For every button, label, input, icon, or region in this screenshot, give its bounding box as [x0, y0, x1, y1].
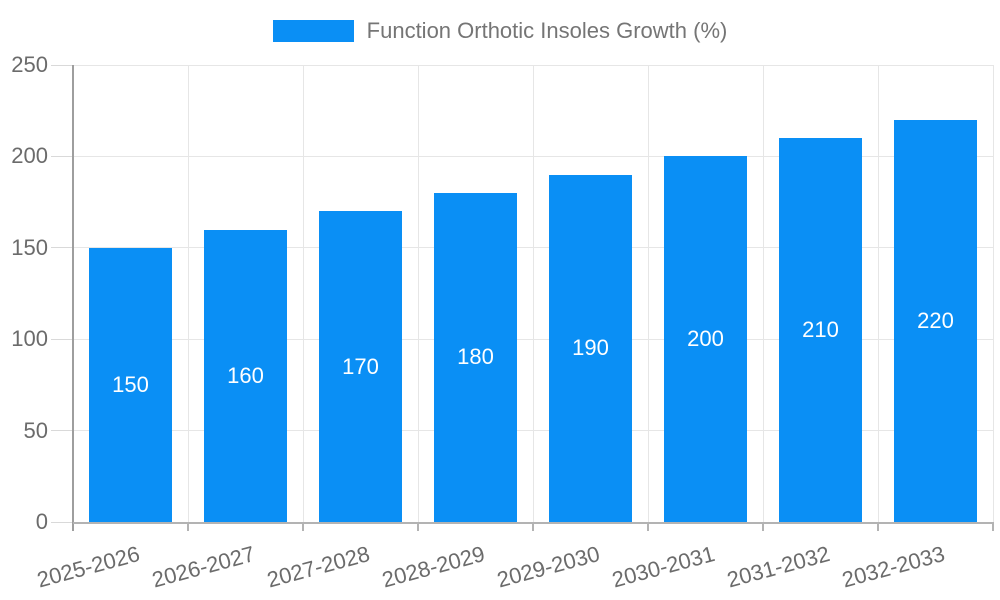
gridline-vertical [647, 65, 649, 522]
x-axis-label: 2030-2031 [609, 541, 718, 593]
y-axis-tick [51, 430, 73, 432]
y-axis-label: 200 [11, 143, 48, 169]
gridline-vertical [992, 65, 994, 522]
gridline-vertical [187, 65, 189, 522]
gridline-vertical [417, 65, 419, 522]
x-axis-tick [647, 522, 649, 531]
bar-value-label: 150 [112, 371, 149, 397]
x-axis-tick [762, 522, 764, 531]
bar-value-label: 200 [687, 326, 724, 352]
x-axis-tick [992, 522, 994, 531]
bar[interactable]: 200 [664, 156, 747, 522]
bar-value-label: 180 [457, 344, 494, 370]
bar-value-label: 190 [572, 335, 609, 361]
y-axis-tick [51, 155, 73, 157]
y-axis-label: 100 [11, 326, 48, 352]
x-axis-label: 2031-2032 [724, 541, 833, 593]
bar-value-label: 220 [917, 307, 954, 333]
legend-label: Function Orthotic Insoles Growth (%) [366, 18, 728, 43]
x-axis-tick [187, 522, 189, 531]
bar[interactable]: 170 [319, 211, 402, 522]
gridline-vertical [877, 65, 879, 522]
y-axis-tick [51, 521, 73, 523]
bar-value-label: 210 [802, 317, 839, 343]
legend[interactable]: Function Orthotic Insoles Growth (%) [0, 19, 1000, 43]
gridline-vertical [302, 65, 304, 522]
bar[interactable]: 160 [204, 229, 287, 522]
gridline-vertical [762, 65, 764, 522]
x-axis-tick [877, 522, 879, 531]
x-axis-label: 2029-2030 [494, 541, 603, 593]
bar[interactable]: 210 [779, 138, 862, 522]
x-axis-tick [532, 522, 534, 531]
y-axis-tick [51, 247, 73, 249]
x-axis-label: 2028-2029 [379, 541, 488, 593]
y-axis-label: 50 [23, 417, 48, 443]
x-axis-tick [417, 522, 419, 531]
bar-value-label: 170 [342, 353, 379, 379]
bar-value-label: 160 [227, 362, 264, 388]
gridline-vertical [532, 65, 534, 522]
bar[interactable]: 180 [434, 192, 517, 522]
x-axis-label: 2026-2027 [149, 541, 258, 593]
y-axis-tick [51, 338, 73, 340]
legend-swatch-icon [272, 20, 354, 42]
bar[interactable]: 150 [89, 247, 172, 522]
x-axis-label: 2032-2033 [839, 541, 948, 593]
bar[interactable]: 220 [894, 119, 977, 522]
y-axis-label: 0 [35, 509, 48, 534]
y-axis-line [72, 65, 74, 531]
y-axis-label: 150 [11, 234, 48, 260]
y-axis-tick [51, 64, 73, 66]
x-axis-baseline [73, 522, 993, 524]
x-axis-tick [302, 522, 304, 531]
bar[interactable]: 190 [549, 174, 632, 522]
y-axis-label: 250 [11, 52, 48, 77]
x-axis-label: 2027-2028 [264, 541, 373, 593]
x-axis-label: 2025-2026 [34, 541, 143, 593]
